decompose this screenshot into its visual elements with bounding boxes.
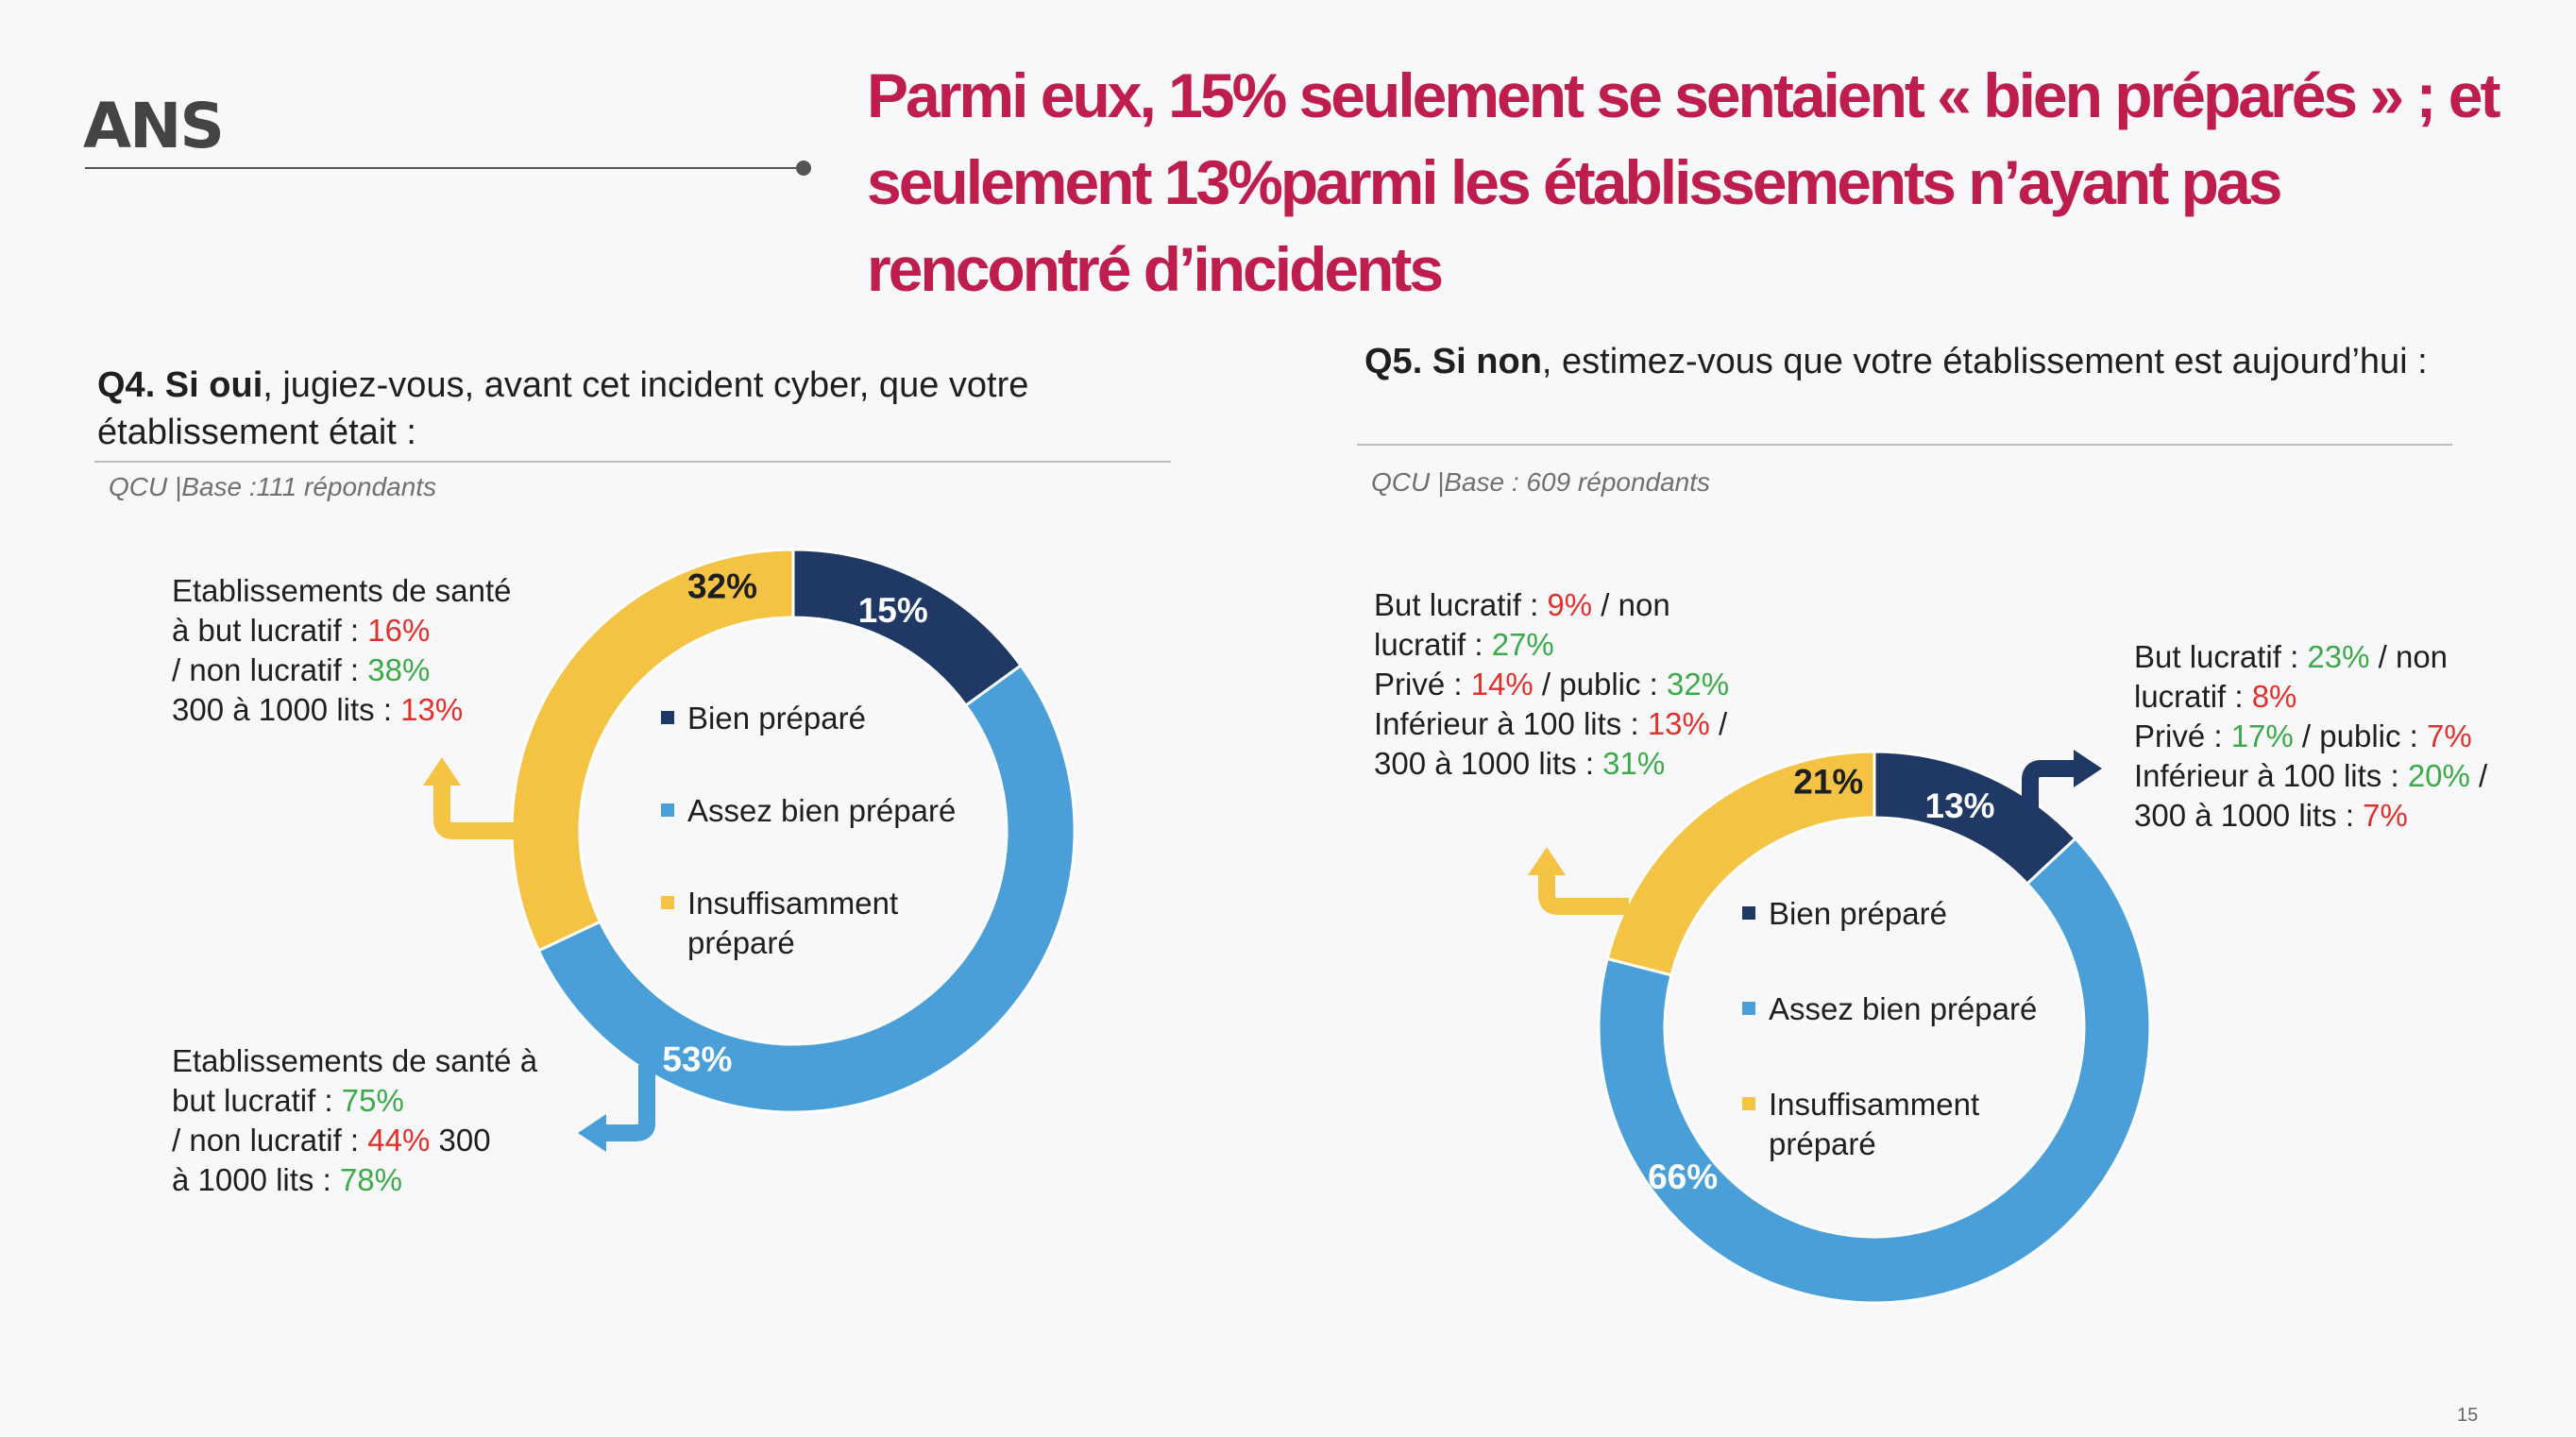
- q4-note-bottom: Etablissements de santé à but lucratif :…: [172, 1041, 537, 1200]
- q5-note-left: But lucratif : 9% / non lucratif : 27% P…: [1374, 585, 1729, 784]
- note-line: 300 à 1000 lits : 13%: [172, 692, 464, 727]
- legend-label: préparé: [687, 925, 795, 960]
- note-line: but lucratif : 75%: [172, 1083, 404, 1118]
- q4-question: Q4. Si oui, jugiez-vous, avant cet incid…: [97, 362, 1174, 456]
- note-line: à 1000 lits : 78%: [172, 1162, 403, 1197]
- note-line: Inférieur à 100 lits : 20% /: [2134, 758, 2488, 793]
- note-line: à but lucratif : 16%: [172, 613, 431, 648]
- note-line: / non lucratif : 38%: [172, 652, 431, 687]
- q4-legend-item-bien: Bien préparé: [661, 699, 956, 738]
- legend-label: Insuffisamment: [1769, 1087, 1980, 1122]
- q4-note-top: Etablissements de santé à but lucratif :…: [172, 571, 512, 730]
- note-line: Inférieur à 100 lits : 13% /: [1374, 706, 1728, 741]
- legend-label: Bien préparé: [1769, 896, 1947, 931]
- donut-slice-label-1: 13%: [1925, 786, 1995, 825]
- donut-slice-label-1: 15%: [858, 591, 928, 630]
- legend-label: Bien préparé: [687, 701, 866, 735]
- q4-arrow-blue: [604, 1065, 655, 1141]
- note-line: But lucratif : 23% / non: [2134, 639, 2449, 674]
- q5-arrow-navy: [2022, 760, 2076, 833]
- donut-slice-3: [1605, 750, 1876, 977]
- legend-label: Assez bien préparé: [1769, 991, 2038, 1026]
- q5-arrow-yellow: [1538, 873, 1629, 915]
- q5-legend-item-assez: Assez bien préparé: [1742, 989, 2037, 1029]
- q4-arrow-yellow-head: [423, 757, 461, 786]
- q4-arrow-yellow: [433, 784, 517, 839]
- legend-label: préparé: [1769, 1126, 1876, 1161]
- q5-base: QCU |Base : 609 répondants: [1371, 467, 1711, 497]
- note-line: / non lucratif : 44% 300: [172, 1123, 491, 1158]
- q5-question-text: , estimez-vous que votre établissement e…: [1541, 342, 2428, 381]
- q4-arrow-blue-head: [578, 1114, 606, 1152]
- q5-legend: Bien préparé Assez bien préparé Insuffis…: [1742, 894, 2037, 1164]
- note-line: lucratif : 8%: [2134, 679, 2297, 714]
- note-line: 300 à 1000 lits : 7%: [2134, 798, 2408, 833]
- ans-logo: ANS: [83, 90, 225, 162]
- legend-label: Insuffisamment: [687, 886, 899, 921]
- donut-slice-label-2: 66%: [1648, 1158, 1718, 1196]
- q4-donut-chart: 15% 53% 32%: [510, 548, 1076, 1114]
- q4-legend: Bien préparé Assez bien préparé Insuffis…: [661, 699, 956, 963]
- q5-note-right: But lucratif : 23% / non lucratif : 8% P…: [2134, 637, 2487, 836]
- legend-swatch-blue: [1742, 1002, 1755, 1016]
- donut-slice-label-3: 32%: [687, 567, 757, 606]
- q4-legend-item-insuff: Insuffisamment préparé: [661, 884, 956, 963]
- q5-divider: [1357, 444, 2452, 446]
- donut-slice-label-2: 53%: [662, 1040, 732, 1078]
- donut-slice-2: [1597, 836, 2152, 1305]
- q5-question-prefix: Q5. Si non: [1364, 342, 1542, 381]
- note-line: Etablissements de santé: [172, 573, 512, 608]
- note-line: But lucratif : 9% / non: [1374, 587, 1670, 622]
- q5-arrow-yellow-head: [1528, 847, 1566, 875]
- q5-donut-chart: 13% 66% 21%: [1597, 750, 2152, 1305]
- legend-swatch-yellow: [1742, 1097, 1755, 1111]
- q4-legend-item-assez: Assez bien préparé: [661, 791, 956, 831]
- note-line: 300 à 1000 lits : 31%: [1374, 746, 1666, 781]
- note-line: Privé : 14% / public : 32%: [1374, 667, 1730, 702]
- legend-swatch-navy: [661, 711, 674, 725]
- q4-question-prefix: Q4. Si oui: [97, 365, 263, 405]
- legend-swatch-blue: [661, 803, 674, 818]
- page-title: Parmi eux, 15% seulement se sentaient « …: [867, 60, 2501, 304]
- note-line: lucratif : 27%: [1374, 627, 1554, 662]
- page-number: 15: [2457, 1405, 2479, 1426]
- q5-legend-item-insuff: Insuffisamment préparé: [1742, 1085, 2037, 1164]
- donut-slice-label-3: 21%: [1793, 763, 1863, 802]
- donut-slice-2: [536, 663, 1076, 1114]
- q5-arrow-navy-head: [2074, 750, 2102, 787]
- legend-swatch-yellow: [661, 896, 674, 910]
- q5-legend-item-bien: Bien préparé: [1742, 894, 2037, 934]
- q5-question: Q5. Si non, estimez-vous que votre établ…: [1364, 338, 2479, 385]
- q4-base: QCU |Base :111 répondants: [109, 472, 437, 501]
- donut-slice-3: [510, 548, 795, 953]
- header-divider-dot: [796, 161, 811, 176]
- header-divider: [85, 167, 803, 169]
- q4-question-text: , jugiez-vous, avant cet incident cyber,…: [97, 365, 1029, 452]
- note-line: Etablissements de santé à: [172, 1043, 538, 1078]
- q4-divider: [94, 461, 1171, 463]
- legend-label: Assez bien préparé: [687, 793, 957, 828]
- legend-swatch-navy: [1742, 906, 1755, 921]
- note-line: Privé : 17% / public : 7%: [2134, 718, 2472, 753]
